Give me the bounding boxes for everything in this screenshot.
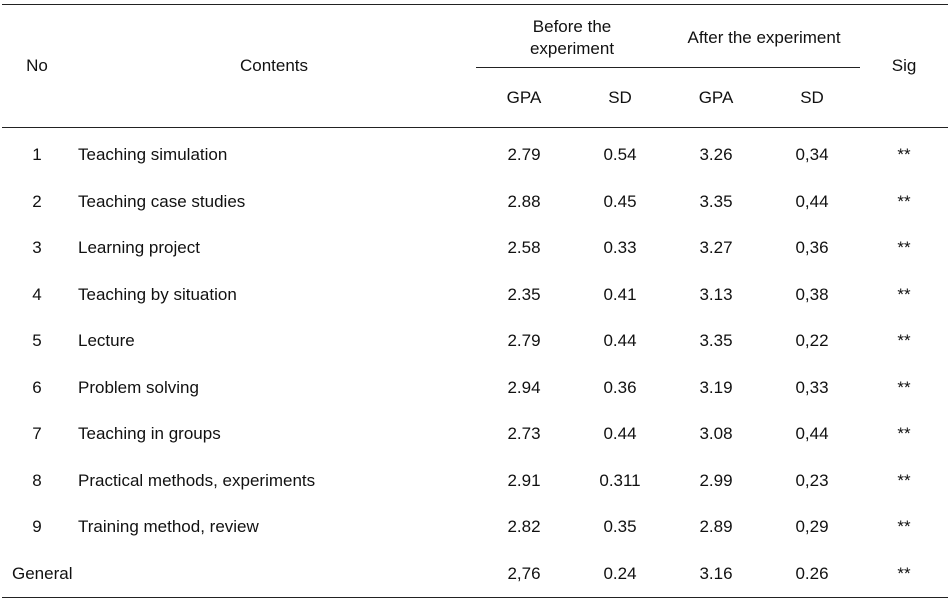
table-body: 1 Teaching simulation 2.79 0.54 3.26 0,3… [2, 128, 949, 598]
cell-sd-before: 0.41 [603, 284, 637, 304]
cell-sig: ** [897, 331, 911, 351]
cell-sig: ** [897, 470, 911, 490]
cell-gpa-after: 3.35 [699, 191, 733, 211]
cell-sd-before: 0.54 [603, 145, 637, 165]
header-sig: Sig [891, 56, 917, 75]
cell-gpa-after: 3.27 [699, 238, 733, 258]
cell-gpa-after: 3.08 [699, 424, 733, 444]
general-sd-before: 0.24 [603, 563, 637, 583]
general-gpa-before: 2,76 [507, 563, 541, 583]
table-row: 3 Learning project 2.58 0.33 3.27 0,36 *… [2, 225, 948, 272]
cell-no: 9 [32, 517, 42, 537]
header-before-line1: Before the [532, 16, 612, 36]
table-row: 5 Lecture 2.79 0.44 3.35 0,22 ** [2, 318, 948, 365]
cell-sd-after: 0,33 [795, 377, 829, 397]
header-sd-before: SD [608, 87, 632, 107]
cell-no: 2 [32, 191, 42, 211]
cell-gpa-before: 2.73 [507, 424, 541, 444]
general-label: General [12, 563, 73, 583]
cell-gpa-before: 2.79 [507, 331, 541, 351]
cell-sd-before: 0.44 [603, 331, 637, 351]
header-sd-after: SD [800, 87, 824, 107]
cell-sd-after: 0,29 [795, 517, 829, 537]
general-sd-after: 0.26 [795, 563, 829, 583]
cell-sig: ** [897, 424, 911, 444]
general-row: General 2,76 0.24 3.16 0.26 ** [2, 551, 949, 598]
cell-gpa-before: 2.82 [507, 517, 541, 537]
cell-gpa-before: 2.58 [507, 238, 541, 258]
cell-no: 5 [32, 331, 42, 351]
cell-no: 8 [32, 470, 42, 490]
cell-content: Teaching simulation [78, 145, 228, 165]
cell-gpa-after: 2.89 [699, 517, 733, 537]
cell-content: Teaching in groups [78, 424, 221, 444]
header-no: No [26, 56, 48, 75]
header-after-label: After the experiment [687, 27, 841, 47]
table-row: 9 Training method, review 2.82 0.35 2.89… [2, 504, 948, 551]
cell-sd-before: 0.45 [603, 191, 637, 211]
cell-sd-after: 0,44 [795, 424, 829, 444]
cell-sig: ** [897, 145, 911, 165]
cell-gpa-before: 2.94 [507, 377, 541, 397]
table-row: 7 Teaching in groups 2.73 0.44 3.08 0,44… [2, 411, 948, 458]
header-row-sub: GPA SD GPA SD [2, 68, 949, 128]
header-row-top: No Contents Before the experiment After … [2, 4, 949, 75]
cell-sd-after: 0,44 [795, 191, 829, 211]
cell-no: 4 [32, 284, 42, 304]
cell-content: Problem solving [78, 377, 199, 397]
cell-sig: ** [897, 284, 911, 304]
cell-gpa-before: 2.88 [507, 191, 541, 211]
cell-gpa-after: 2.99 [699, 470, 733, 490]
cell-gpa-after: 3.13 [699, 284, 733, 304]
cell-sd-before: 0.311 [599, 470, 641, 490]
cell-sig: ** [897, 191, 911, 211]
general-sig: ** [897, 563, 911, 583]
cell-content: Teaching case studies [78, 191, 246, 211]
cell-no: 3 [32, 238, 42, 258]
table-row: 1 Teaching simulation 2.79 0.54 3.26 0,3… [2, 128, 948, 179]
cell-sd-before: 0.33 [603, 238, 637, 258]
header-before-experiment: Before the experiment [476, 4, 669, 68]
general-gpa-after: 3.16 [699, 563, 733, 583]
cell-no: 7 [32, 424, 42, 444]
cell-no: 6 [32, 377, 42, 397]
cell-sd-before: 0.35 [603, 517, 637, 537]
cell-no: 1 [32, 145, 42, 165]
table-row: 8 Practical methods, experiments 2.91 0.… [2, 458, 948, 505]
cell-sd-after: 0,23 [795, 470, 829, 490]
cell-content: Training method, review [78, 517, 259, 537]
header-contents: Contents [239, 56, 309, 75]
cell-sd-after: 0,36 [795, 238, 829, 258]
header-after-experiment: After the experiment [668, 4, 861, 68]
table-row: 4 Teaching by situation 2.35 0.41 3.13 0… [2, 272, 948, 319]
cell-gpa-before: 2.35 [507, 284, 541, 304]
cell-gpa-before: 2.79 [507, 145, 541, 165]
cell-gpa-after: 3.19 [699, 377, 733, 397]
cell-gpa-before: 2.91 [507, 470, 541, 490]
cell-gpa-after: 3.35 [699, 331, 733, 351]
header-before-line2: experiment [529, 38, 615, 58]
cell-sig: ** [897, 517, 911, 537]
cell-gpa-after: 3.26 [699, 145, 733, 165]
header-gpa-after: GPA [698, 87, 734, 107]
cell-sd-after: 0,38 [795, 284, 829, 304]
cell-content: Practical methods, experiments [78, 470, 316, 490]
header-gpa-before: GPA [506, 87, 542, 107]
cell-sd-after: 0,22 [795, 331, 829, 351]
table-row: 6 Problem solving 2.94 0.36 3.19 0,33 ** [2, 365, 948, 412]
cell-sd-before: 0.36 [603, 377, 637, 397]
cell-sig: ** [897, 238, 911, 258]
table-row: 2 Teaching case studies 2.88 0.45 3.35 0… [2, 179, 948, 226]
cell-content: Learning project [78, 238, 200, 258]
cell-sd-before: 0.44 [603, 424, 637, 444]
results-table: No Contents Before the experiment After … [2, 4, 949, 598]
cell-content: Lecture [78, 331, 135, 351]
cell-content: Teaching by situation [78, 284, 237, 304]
table-header: No Contents Before the experiment After … [2, 4, 949, 128]
results-table-container: No Contents Before the experiment After … [2, 4, 949, 598]
cell-sig: ** [897, 377, 911, 397]
cell-sd-after: 0,34 [795, 145, 829, 165]
